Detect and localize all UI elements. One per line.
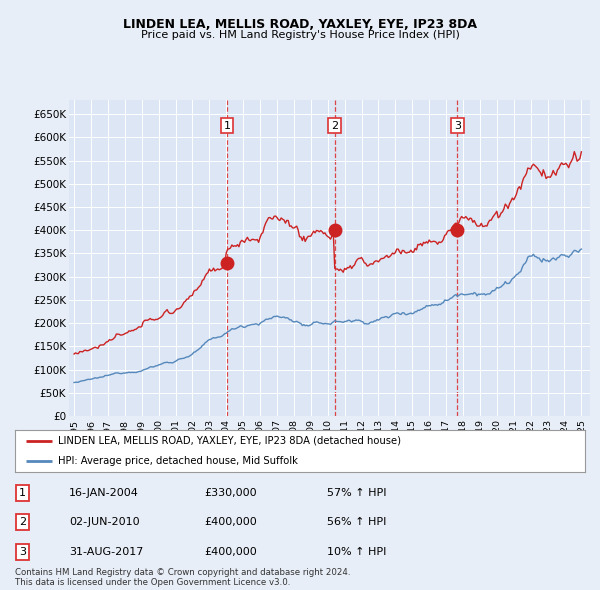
Text: 57% ↑ HPI: 57% ↑ HPI xyxy=(327,488,386,497)
Text: 10% ↑ HPI: 10% ↑ HPI xyxy=(327,547,386,556)
Text: 2: 2 xyxy=(19,517,26,527)
Text: LINDEN LEA, MELLIS ROAD, YAXLEY, EYE, IP23 8DA (detached house): LINDEN LEA, MELLIS ROAD, YAXLEY, EYE, IP… xyxy=(58,436,401,446)
Text: 1: 1 xyxy=(223,120,230,130)
Text: 3: 3 xyxy=(454,120,461,130)
Text: HPI: Average price, detached house, Mid Suffolk: HPI: Average price, detached house, Mid … xyxy=(58,455,298,466)
Text: 02-JUN-2010: 02-JUN-2010 xyxy=(69,517,140,527)
Text: 2: 2 xyxy=(331,120,338,130)
Text: Contains HM Land Registry data © Crown copyright and database right 2024.
This d: Contains HM Land Registry data © Crown c… xyxy=(15,568,350,587)
Text: £400,000: £400,000 xyxy=(204,547,257,556)
Text: 1: 1 xyxy=(19,488,26,497)
Text: Price paid vs. HM Land Registry's House Price Index (HPI): Price paid vs. HM Land Registry's House … xyxy=(140,30,460,40)
Text: £400,000: £400,000 xyxy=(204,517,257,527)
Text: £330,000: £330,000 xyxy=(204,488,257,497)
Text: 3: 3 xyxy=(19,547,26,556)
Text: LINDEN LEA, MELLIS ROAD, YAXLEY, EYE, IP23 8DA: LINDEN LEA, MELLIS ROAD, YAXLEY, EYE, IP… xyxy=(123,18,477,31)
Text: 31-AUG-2017: 31-AUG-2017 xyxy=(69,547,143,556)
Text: 16-JAN-2004: 16-JAN-2004 xyxy=(69,488,139,497)
Text: 56% ↑ HPI: 56% ↑ HPI xyxy=(327,517,386,527)
